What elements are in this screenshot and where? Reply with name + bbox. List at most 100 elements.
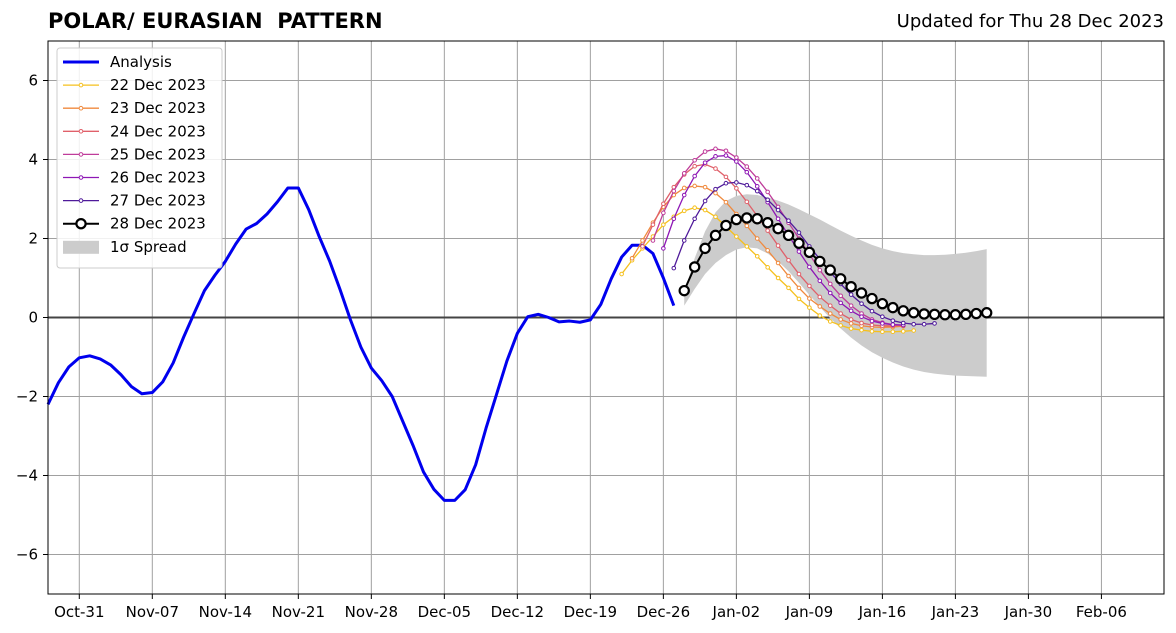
- forecast-point: [775, 260, 781, 266]
- legend-label: Analysis: [110, 53, 172, 71]
- latest-forecast-point: [980, 307, 993, 319]
- forecast-point: [723, 199, 729, 205]
- y-tick-label: 6: [28, 72, 38, 90]
- legend-marker: [78, 129, 84, 134]
- latest-forecast-point: [803, 246, 816, 259]
- latest-forecast-point: [949, 309, 962, 321]
- forecast-point: [723, 153, 729, 158]
- legend-marker: [78, 175, 84, 180]
- forecast-point: [807, 283, 812, 289]
- forecast-point: [848, 326, 854, 331]
- forecast-point: [681, 185, 687, 191]
- forecast-point: [869, 329, 875, 334]
- legend-item: 23 Dec 2023: [63, 99, 206, 117]
- forecast-point: [838, 300, 843, 306]
- forecast-point: [827, 290, 833, 296]
- forecast-point: [744, 244, 750, 249]
- forecast-point: [838, 323, 843, 328]
- forecast-point: [911, 321, 916, 327]
- forecast-point: [869, 322, 875, 328]
- forecast-series-0: [619, 205, 916, 335]
- forecast-point: [692, 205, 697, 210]
- forecast-point: [838, 317, 843, 322]
- forecast-point: [848, 292, 854, 297]
- forecast-point: [932, 321, 937, 326]
- legend-box: [56, 47, 223, 269]
- forecast-point: [890, 318, 896, 323]
- forecast-point: [671, 216, 677, 222]
- latest-forecast-point: [887, 301, 899, 314]
- forecast-point: [827, 303, 833, 308]
- forecast-point: [807, 305, 812, 310]
- y-tick-label: −2: [16, 388, 38, 406]
- forecast-point: [734, 155, 739, 160]
- forecast-point: [817, 278, 823, 284]
- latest-forecast-point: [939, 309, 951, 321]
- latest-forecast-point: [782, 229, 795, 242]
- forecast-point: [775, 216, 781, 222]
- forecast-point: [880, 314, 885, 320]
- forecast-point: [702, 207, 708, 213]
- forecast-point: [640, 238, 645, 243]
- forecast-point: [880, 321, 885, 326]
- x-tick-label: Dec-19: [564, 603, 618, 621]
- forecast-point: [848, 321, 854, 326]
- forecast-point: [754, 236, 760, 241]
- forecast-point: [848, 317, 854, 322]
- forecast-point: [713, 190, 718, 196]
- forecast-point: [796, 271, 802, 277]
- forecast-point: [754, 176, 760, 181]
- legend-label: 23 Dec 2023: [110, 99, 206, 117]
- forecast-point: [848, 303, 854, 308]
- forecast-point: [775, 243, 781, 248]
- forecast-point: [900, 329, 906, 334]
- forecast-point: [681, 171, 687, 176]
- latest-forecast-point: [876, 297, 889, 310]
- x-tick-label: Oct-31: [54, 603, 104, 621]
- forecast-point: [734, 159, 739, 164]
- legend-swatch: [63, 240, 99, 254]
- forecast-point: [838, 293, 843, 299]
- latest-forecast-point: [699, 242, 711, 255]
- forecast-point: [723, 174, 729, 180]
- forecast-point: [817, 304, 823, 309]
- forecast-point: [859, 320, 864, 326]
- legend-item: 27 Dec 2023: [63, 192, 206, 210]
- forecast-point: [921, 321, 927, 327]
- forecast-point: [692, 173, 697, 179]
- legend-item: 28 Dec 2023: [63, 215, 206, 233]
- latest-forecast-point: [928, 308, 941, 321]
- legend: Analysis 22 Dec 2023 23 Dec 2023 24 Dec 202…: [56, 47, 223, 269]
- forecast-point: [775, 275, 781, 281]
- forecast-point: [713, 186, 718, 192]
- forecast-point: [702, 160, 708, 165]
- latest-forecast-point: [793, 237, 805, 249]
- forecast-point: [786, 257, 791, 263]
- forecast-point: [629, 255, 635, 261]
- forecast-point: [692, 216, 697, 222]
- forecast-point: [848, 308, 854, 314]
- legend-label: 25 Dec 2023: [110, 145, 206, 163]
- forecast-point: [754, 188, 760, 194]
- forecast-point: [671, 265, 677, 271]
- forecast-point: [723, 148, 729, 154]
- legend-item: 25 Dec 2023: [63, 145, 206, 163]
- legend-item: 1σ Spread: [63, 238, 187, 256]
- forecast-point: [869, 308, 875, 314]
- forecast-point: [786, 218, 791, 224]
- forecast-point: [702, 198, 708, 204]
- latest-forecast-point: [907, 307, 920, 319]
- forecast-point: [681, 208, 687, 214]
- x-tick-label: Feb-06: [1076, 603, 1127, 621]
- forecast-point: [661, 210, 666, 216]
- legend-label: 22 Dec 2023: [110, 76, 206, 94]
- latest-forecast-point: [970, 307, 982, 320]
- forecast-point: [734, 234, 739, 239]
- forecast-point: [671, 188, 677, 194]
- x-tick-label: Jan-23: [931, 603, 980, 621]
- latest-forecast-point: [834, 273, 847, 285]
- legend-item: 26 Dec 2023: [63, 169, 206, 187]
- latest-forecast-point: [772, 222, 784, 235]
- forecast-point: [900, 320, 906, 326]
- forecast-point: [619, 271, 624, 277]
